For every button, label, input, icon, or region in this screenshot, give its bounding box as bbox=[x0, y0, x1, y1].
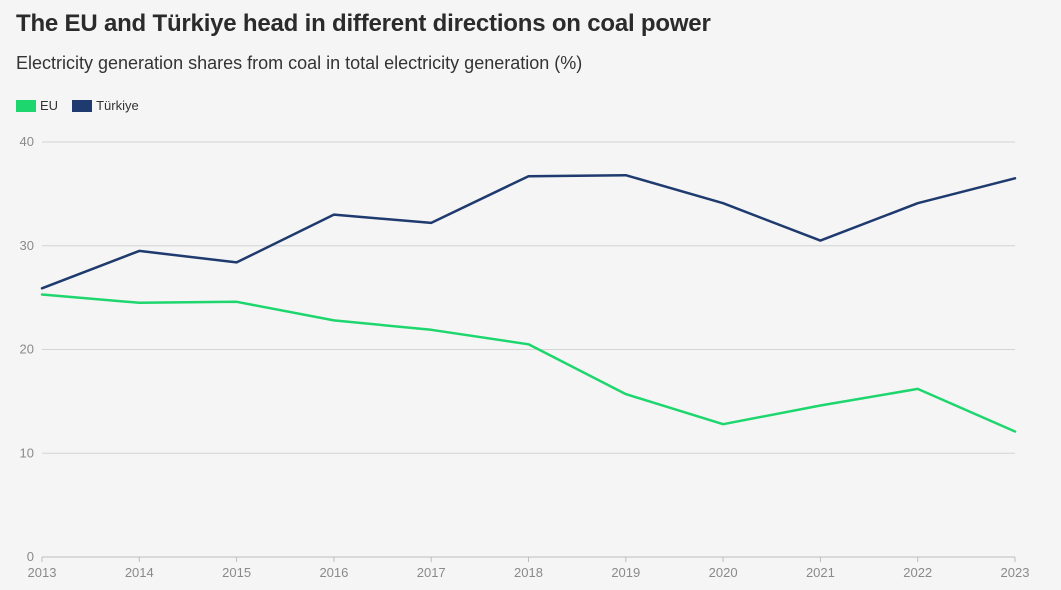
series-line-turkiye bbox=[40, 173, 1017, 290]
y-tick-label: 40 bbox=[20, 134, 34, 149]
x-tick-label: 2014 bbox=[125, 565, 154, 580]
legend-swatch-turkiye bbox=[72, 99, 93, 112]
legend-label-eu: EU bbox=[40, 98, 59, 113]
legend-item-turkiye: Türkiye bbox=[72, 98, 139, 113]
y-axis: 0 10 20 30 40 bbox=[20, 134, 34, 564]
x-tick-label: 2013 bbox=[28, 565, 57, 580]
chart-legend: EU Türkiye bbox=[16, 98, 153, 113]
x-tick-label: 2017 bbox=[417, 565, 446, 580]
x-tick-label: 2023 bbox=[1001, 565, 1030, 580]
y-tick-label: 10 bbox=[20, 445, 34, 460]
legend-item-eu: EU bbox=[16, 98, 58, 113]
x-tick-label: 2019 bbox=[611, 565, 640, 580]
chart-title: The EU and Türkiye head in different dir… bbox=[16, 10, 711, 37]
y-tick-label: 20 bbox=[20, 342, 34, 357]
gridlines bbox=[42, 141, 1015, 558]
series-line-eu bbox=[40, 293, 1017, 433]
y-tick-label: 30 bbox=[20, 238, 34, 253]
series-lines bbox=[40, 173, 1017, 433]
x-tick-label: 2020 bbox=[709, 565, 738, 580]
legend-label-turkiye: Türkiye bbox=[96, 98, 139, 113]
x-tick-label: 2022 bbox=[903, 565, 932, 580]
x-axis: 2013 2014 2015 2016 2017 2018 2019 2020 2021 2022… bbox=[28, 557, 1030, 580]
x-tick-label: 2015 bbox=[222, 565, 251, 580]
y-tick-label: 0 bbox=[27, 549, 34, 564]
x-tick-label: 2018 bbox=[514, 565, 543, 580]
chart-subtitle: Electricity generation shares from coal … bbox=[16, 53, 583, 73]
x-tick-label: 2016 bbox=[319, 565, 348, 580]
x-tick-label: 2021 bbox=[806, 565, 835, 580]
legend-swatch-eu bbox=[16, 99, 36, 112]
